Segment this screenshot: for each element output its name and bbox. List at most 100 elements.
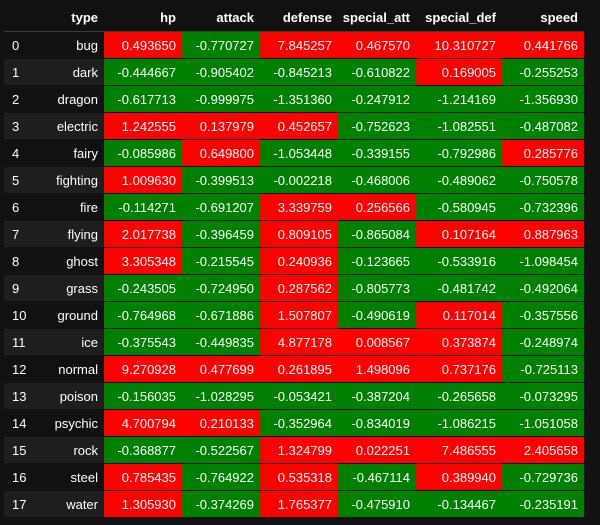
cell-defense: 4.877178 xyxy=(260,328,338,356)
table-row: 5 fighting 1.009630 -0.399513 -0.002218 -0.46… xyxy=(4,166,584,194)
cell-defense: 0.261895 xyxy=(260,355,338,383)
table-row: 13 poison -0.156035 -1.028295 -0.053421 -0.38… xyxy=(4,382,584,410)
cell-attack: 0.137979 xyxy=(182,112,260,140)
cell-type: bug xyxy=(36,31,104,59)
cell-special_att: -0.247912 xyxy=(338,85,416,113)
cell-special_att: 0.022251 xyxy=(338,436,416,464)
row-index: 10 xyxy=(4,301,36,329)
cell-attack: -0.905402 xyxy=(182,58,260,86)
table-row: 11 ice -0.375543 -0.449835 4.877178 0.008567 0… xyxy=(4,328,584,356)
cell-defense: -1.351360 xyxy=(260,85,338,113)
column-header-type: type xyxy=(36,4,104,32)
cell-type: ice xyxy=(36,328,104,356)
cell-special_att: -0.865084 xyxy=(338,220,416,248)
row-index: 9 xyxy=(4,274,36,302)
cell-hp: -0.085986 xyxy=(104,139,182,167)
cell-speed: -0.729736 xyxy=(502,463,584,491)
cell-hp: 2.017738 xyxy=(104,220,182,248)
cell-hp: -0.114271 xyxy=(104,193,182,221)
row-index: 1 xyxy=(4,58,36,86)
table-row: 1 dark -0.444667 -0.905402 -0.845213 -0.61082… xyxy=(4,58,584,86)
styled-dataframe-table: type hp attack defense special_att special_de… xyxy=(4,4,584,518)
cell-hp: 1.009630 xyxy=(104,166,182,194)
table-row: 10 ground -0.764968 -0.671886 1.507807 -0.490… xyxy=(4,301,584,329)
cell-attack: -0.691207 xyxy=(182,193,260,221)
cell-defense: -0.845213 xyxy=(260,58,338,86)
cell-speed: -0.725113 xyxy=(502,355,584,383)
cell-attack: -0.764922 xyxy=(182,463,260,491)
cell-speed: 0.285776 xyxy=(502,139,584,167)
cell-attack: -0.724950 xyxy=(182,274,260,302)
cell-speed: -0.750578 xyxy=(502,166,584,194)
cell-hp: 0.493650 xyxy=(104,31,182,59)
column-header-special_def: special_def xyxy=(416,4,502,32)
cell-type: rock xyxy=(36,436,104,464)
cell-hp: -0.243505 xyxy=(104,274,182,302)
cell-special_def: 0.737176 xyxy=(416,355,502,383)
cell-hp: 1.305930 xyxy=(104,490,182,518)
cell-type: ground xyxy=(36,301,104,329)
cell-special_att: 0.256566 xyxy=(338,193,416,221)
cell-type: normal xyxy=(36,355,104,383)
cell-special_att: -0.475910 xyxy=(338,490,416,518)
row-index: 0 xyxy=(4,31,36,59)
cell-attack: -0.396459 xyxy=(182,220,260,248)
header-row: type hp attack defense special_att special_de… xyxy=(4,4,584,32)
row-index: 17 xyxy=(4,490,36,518)
cell-defense: 0.287562 xyxy=(260,274,338,302)
row-index: 16 xyxy=(4,463,36,491)
cell-type: steel xyxy=(36,463,104,491)
row-index: 7 xyxy=(4,220,36,248)
cell-hp: -0.444667 xyxy=(104,58,182,86)
cell-attack: -0.999975 xyxy=(182,85,260,113)
cell-type: poison xyxy=(36,382,104,410)
cell-attack: 0.649800 xyxy=(182,139,260,167)
cell-defense: 1.765377 xyxy=(260,490,338,518)
row-index: 8 xyxy=(4,247,36,275)
cell-special_def: -0.134467 xyxy=(416,490,502,518)
cell-hp: -0.375543 xyxy=(104,328,182,356)
cell-type: psychic xyxy=(36,409,104,437)
cell-special_def: -0.792986 xyxy=(416,139,502,167)
cell-hp: 4.700794 xyxy=(104,409,182,437)
row-index: 3 xyxy=(4,112,36,140)
cell-special_att: 0.008567 xyxy=(338,328,416,356)
cell-speed: -0.492064 xyxy=(502,274,584,302)
cell-special_att: -0.752623 xyxy=(338,112,416,140)
cell-attack: -0.449835 xyxy=(182,328,260,356)
cell-type: dark xyxy=(36,58,104,86)
cell-attack: 0.210133 xyxy=(182,409,260,437)
table-row: 8 ghost 3.305348 -0.215545 0.240936 -0.123665… xyxy=(4,247,584,275)
cell-defense: -0.352964 xyxy=(260,409,338,437)
row-index: 15 xyxy=(4,436,36,464)
row-index: 5 xyxy=(4,166,36,194)
cell-speed: -0.235191 xyxy=(502,490,584,518)
cell-special_att: 0.467570 xyxy=(338,31,416,59)
cell-special_att: -0.490619 xyxy=(338,301,416,329)
row-index: 11 xyxy=(4,328,36,356)
cell-speed: 0.441766 xyxy=(502,31,584,59)
cell-hp: -0.617713 xyxy=(104,85,182,113)
cell-special_def: -0.489062 xyxy=(416,166,502,194)
cell-defense: 1.507807 xyxy=(260,301,338,329)
cell-type: ghost xyxy=(36,247,104,275)
cell-hp: -0.156035 xyxy=(104,382,182,410)
cell-attack: -0.399513 xyxy=(182,166,260,194)
row-index: 6 xyxy=(4,193,36,221)
table-row: 0 bug 0.493650 -0.770727 7.845257 0.467570 10.… xyxy=(4,31,584,59)
cell-type: dragon xyxy=(36,85,104,113)
cell-defense: 3.339759 xyxy=(260,193,338,221)
cell-type: fighting xyxy=(36,166,104,194)
cell-speed: -0.357556 xyxy=(502,301,584,329)
cell-speed: 0.887963 xyxy=(502,220,584,248)
cell-special_def: 7.486555 xyxy=(416,436,502,464)
cell-speed: -1.051058 xyxy=(502,409,584,437)
table-row: 2 dragon -0.617713 -0.999975 -1.351360 -0.247… xyxy=(4,85,584,113)
cell-special_def: 0.107164 xyxy=(416,220,502,248)
table-row: 16 steel 0.785435 -0.764922 0.535318 -0.46711… xyxy=(4,463,584,491)
cell-type: electric xyxy=(36,112,104,140)
table-row: 12 normal 9.270928 0.477699 0.261895 1.498096… xyxy=(4,355,584,383)
cell-hp: 0.785435 xyxy=(104,463,182,491)
cell-special_def: 0.373874 xyxy=(416,328,502,356)
cell-type: fire xyxy=(36,193,104,221)
